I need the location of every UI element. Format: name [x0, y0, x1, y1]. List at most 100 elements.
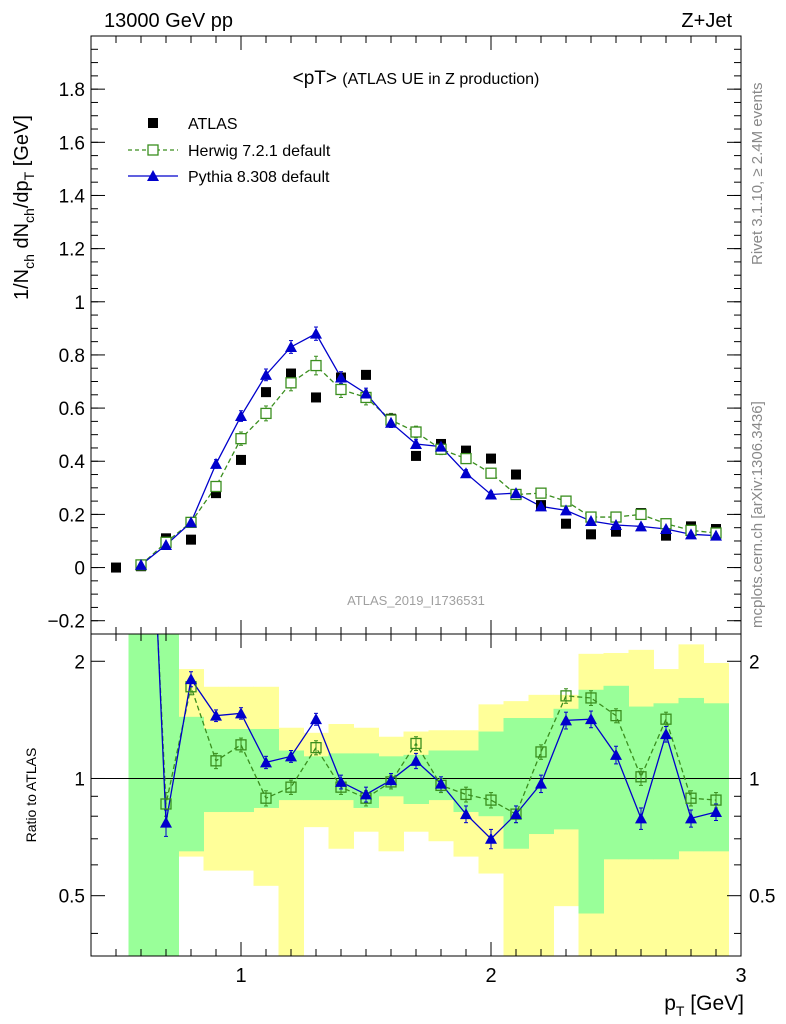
- ratio-y-tick-label: 1: [74, 769, 85, 790]
- pythia-ratio-point: [235, 707, 247, 719]
- pythia-ratio-point: [160, 816, 172, 828]
- pythia-ratio-point: [660, 728, 672, 740]
- herwig-ratio-point: [210, 755, 222, 767]
- legend-pythia-marker: [147, 170, 159, 181]
- main-y-tick-label: 0.8: [59, 346, 85, 367]
- pythia-ratio-point: [285, 750, 297, 762]
- herwig-ratio-point: [160, 798, 172, 810]
- main-y-axis-label: 1/Nch dNch/dpT [GeV]: [11, 115, 37, 300]
- herwig-main-line: [140, 364, 717, 566]
- main-y-tick-label: −0.2: [47, 612, 85, 633]
- herwig-main-point: [210, 480, 222, 493]
- herwig-ratio-point: [585, 692, 597, 704]
- pythia-main-point: [410, 437, 422, 449]
- ratio-y-tick-label-right: 1: [749, 769, 760, 790]
- main-y-tick-label: 1.4: [59, 186, 86, 207]
- stat-uncertainty-band: [503, 717, 529, 849]
- herwig-ratio-point: [460, 788, 472, 801]
- pythia-ratio-point: [585, 713, 597, 725]
- herwig-ratio-point: [260, 792, 272, 804]
- pythia-main-point: [235, 410, 247, 422]
- pythia-ratio-point: [610, 748, 622, 760]
- analysis-label: ATLAS_2019_I1736531: [347, 593, 485, 608]
- pythia-ratio-point: [535, 777, 547, 789]
- pythia-ratio-point: [185, 673, 197, 685]
- x-tick-label: 2: [485, 965, 496, 987]
- herwig-main-point: [285, 377, 297, 389]
- herwig-ratio-point: [610, 709, 622, 722]
- pythia-ratio-point: [310, 713, 322, 725]
- main-y-tick-label: 1.2: [59, 240, 85, 261]
- pythia-main-line: [140, 332, 717, 566]
- main-y-tick-label: 0.4: [59, 452, 86, 473]
- herwig-ratio-point: [410, 737, 422, 750]
- herwig-main-point: [485, 467, 497, 479]
- main-y-tick-label: 1.8: [59, 80, 85, 101]
- atlas-data-point: [461, 445, 471, 456]
- main-panel: −0.2 0 0.2 0.4 0.6 0.8 1 1.2 1.4 1.6 1.8 <pT> (ATL…: [11, 35, 742, 635]
- pythia-main-point: [360, 387, 372, 399]
- herwig-ratio-point: [310, 741, 322, 754]
- main-title-symbol: <pT>: [293, 68, 337, 89]
- herwig-ratio-point: [285, 781, 297, 793]
- pythia-ratio-point: [635, 812, 647, 824]
- main-title: <pT> (ATLAS UE in Z production): [293, 68, 540, 89]
- side-label-top: Rivet 3.1.10, ≥ 2.4M events: [749, 83, 766, 266]
- atlas-data-point: [561, 518, 571, 529]
- pythia-ratio-point: [685, 812, 697, 824]
- stat-uncertainty-band: [678, 697, 704, 852]
- herwig-main-point: [310, 359, 322, 372]
- side-label-bottom: mcplots.cern.ch [arXiv:1306.3436]: [749, 401, 766, 628]
- legend-herwig-marker: [147, 144, 159, 156]
- atlas-data-point: [236, 454, 246, 465]
- stat-uncertainty-band: [178, 716, 204, 852]
- pythia-main-point: [510, 487, 522, 499]
- pythia-main-point: [260, 368, 272, 380]
- legend: ATLAS Herwig 7.2.1 default Pythia 8.308 …: [128, 116, 331, 186]
- stat-uncertainty-band: [203, 728, 229, 813]
- pythia-main-point: [685, 528, 697, 540]
- legend-atlas-label: ATLAS: [188, 116, 238, 133]
- ratio-y-tick-label: 0.5: [59, 887, 85, 908]
- ratio-ticks: 0.5 0.5 1 1 2 2 1 2 3: [59, 634, 775, 987]
- pythia-ratio-point: [560, 714, 572, 726]
- atlas-data-point: [286, 368, 296, 379]
- pythia-ratio-point: [510, 808, 522, 820]
- atlas-data-point: [661, 530, 671, 541]
- pythia-main-point: [460, 467, 472, 479]
- pythia-ratio-point: [485, 832, 497, 844]
- pythia-main-point: [285, 340, 297, 352]
- pythia-main-point: [160, 538, 172, 550]
- atlas-data-point: [611, 526, 621, 537]
- pythia-ratio-point: [260, 756, 272, 768]
- herwig-main-point: [460, 452, 472, 465]
- pythia-ratio-point: [410, 754, 422, 766]
- atlas-data-point: [586, 529, 596, 540]
- legend-atlas-marker: [148, 118, 158, 128]
- pythia-main-point: [210, 457, 222, 469]
- stat-uncertainty-band: [128, 634, 154, 956]
- pythia-ratio-point: [435, 777, 447, 789]
- atlas-data-point: [311, 392, 321, 403]
- herwig-ratio-point: [535, 746, 547, 758]
- pythia-main-point: [610, 519, 622, 531]
- ratio-series: [157, 634, 722, 850]
- herwig-ratio-point: [485, 794, 497, 806]
- herwig-ratio-point: [560, 690, 572, 702]
- pythia-main-point: [535, 500, 547, 512]
- pythia-main-point: [635, 520, 647, 532]
- ratio-plot-frame: [90, 633, 742, 957]
- pythia-ratio-point: [360, 788, 372, 800]
- herwig-ratio-point: [685, 792, 697, 804]
- main-series: [111, 326, 722, 573]
- atlas-data-point: [186, 534, 196, 545]
- pythia-main-point: [135, 558, 147, 570]
- legend-item-herwig: Herwig 7.2.1 default: [128, 143, 331, 160]
- pythia-main-point: [385, 416, 397, 428]
- x-tick-label: 3: [735, 965, 746, 987]
- legend-item-atlas: ATLAS: [148, 116, 238, 133]
- header-right-label: Z+Jet: [681, 10, 732, 32]
- herwig-main-point: [335, 383, 347, 396]
- herwig-main-point: [260, 407, 272, 420]
